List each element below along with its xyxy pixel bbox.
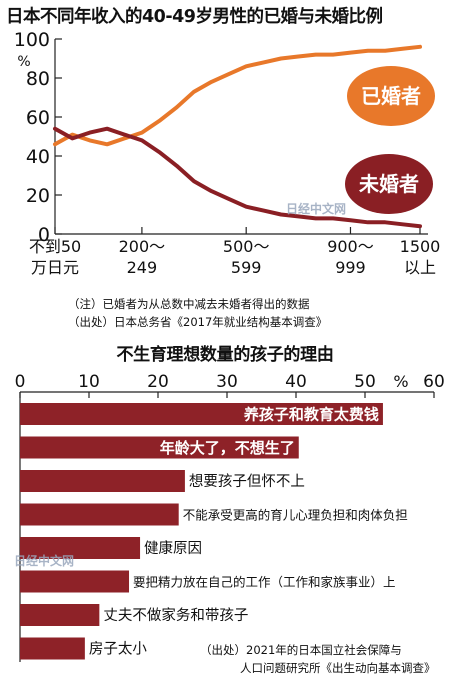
bar-label: 丈夫不做家务和带孩子 xyxy=(103,607,248,624)
chart2-note-2: 人口问题研究所《出生动向基本调查》 xyxy=(240,661,436,675)
x-tick-label: 599 xyxy=(231,258,262,277)
bar xyxy=(20,537,141,559)
x-tick-label: 30 xyxy=(216,372,238,392)
series-label-unmarried-badge xyxy=(345,154,433,214)
bar xyxy=(20,503,179,526)
x-tick-label: 不到50 xyxy=(29,237,81,256)
x-tick-label: 万日元 xyxy=(31,258,79,277)
chart1-notes: （注）已婚者为从总数中减去未婚者得出的数据 （出处）日本总务省《2017年就业结… xyxy=(68,296,327,330)
x-tick-label: 0 xyxy=(15,372,26,392)
line-chart: 0 20 40 60 80 100% 不到50 万日元 200～ 249 500～ 599 900～ 99… xyxy=(14,29,441,277)
x-tick-label: 999 xyxy=(335,258,366,277)
bar-label: 不能承受更高的育儿心理负担和肉体负担 xyxy=(183,508,408,523)
bar xyxy=(20,470,185,492)
x-tick-label: 20 xyxy=(147,372,169,392)
bar-label: 想要孩子但怀不上 xyxy=(189,473,305,490)
bar-label: 养孩子和教育太费钱 xyxy=(243,406,379,424)
bar-chart: 0 10 20 30 40 50 60% 养孩子和教育太费钱年龄大了，不想生了想要孩子但怀不… xyxy=(15,372,445,662)
bar xyxy=(20,604,100,626)
bar-label: 年龄大了，不想生了 xyxy=(160,439,295,457)
series-label-unmarried: 未婚者 xyxy=(359,172,419,196)
y-tick-label: 40 xyxy=(26,146,50,168)
x-tick-label: 900～ xyxy=(327,237,374,256)
watermark-2: 日经中文网 xyxy=(14,554,75,568)
x-tick-label: 60 xyxy=(423,372,445,392)
x-axis-unit: % xyxy=(393,372,408,391)
chart2-note-1: （出处）2021年的日本国立社会保障与 xyxy=(200,643,402,657)
chart2-title: 不生育理想数量的孩子的理由 xyxy=(116,345,334,365)
y-tick-label: 0 xyxy=(38,224,50,246)
bar-label: 要把精力放在自己的工作（工作和家族事业）上 xyxy=(133,575,396,590)
bar xyxy=(20,436,299,459)
y-tick-label: 80 xyxy=(26,68,50,90)
y-tick-label: 60 xyxy=(26,107,50,129)
series-label-married: 已婚者 xyxy=(361,84,421,108)
x-tick-label: 以上 xyxy=(404,258,436,277)
bar-label: 健康原因 xyxy=(144,540,202,557)
x-tick-label: 40 xyxy=(285,372,307,392)
bar xyxy=(20,637,85,660)
x-tick-label: 200～ xyxy=(119,237,166,256)
x-tick-label: 50 xyxy=(354,372,376,392)
chart1-note-2: （出处）日本总务省《2017年就业结构基本调查》 xyxy=(68,315,328,329)
series-line-unmarried xyxy=(53,126,422,229)
y-tick-label: 20 xyxy=(26,185,50,207)
bar-label: 房子太小 xyxy=(89,641,147,658)
y-tick-label: 100 xyxy=(14,29,50,51)
chart2-notes: （出处）2021年的日本国立社会保障与 人口问题研究所《出生动向基本调查》 xyxy=(200,642,436,676)
chart1-note-1: （注）已婚者为从总数中减去未婚者得出的数据 xyxy=(68,297,310,311)
x-tick-label: 249 xyxy=(127,258,158,277)
series-label-married-badge xyxy=(347,66,435,126)
x-tick-label: 1500 xyxy=(400,237,441,256)
x-tick-label: 500～ xyxy=(223,237,270,256)
x-tick-label: 10 xyxy=(78,372,100,392)
y-axis-unit: % xyxy=(17,54,30,70)
bar xyxy=(20,403,383,425)
series-line-married xyxy=(53,44,422,147)
bar xyxy=(20,570,130,593)
chart1-title: 日本不同年收入的40-49岁男性的已婚与未婚比例 xyxy=(6,7,383,27)
watermark-1: 日经中文网 xyxy=(286,202,347,216)
